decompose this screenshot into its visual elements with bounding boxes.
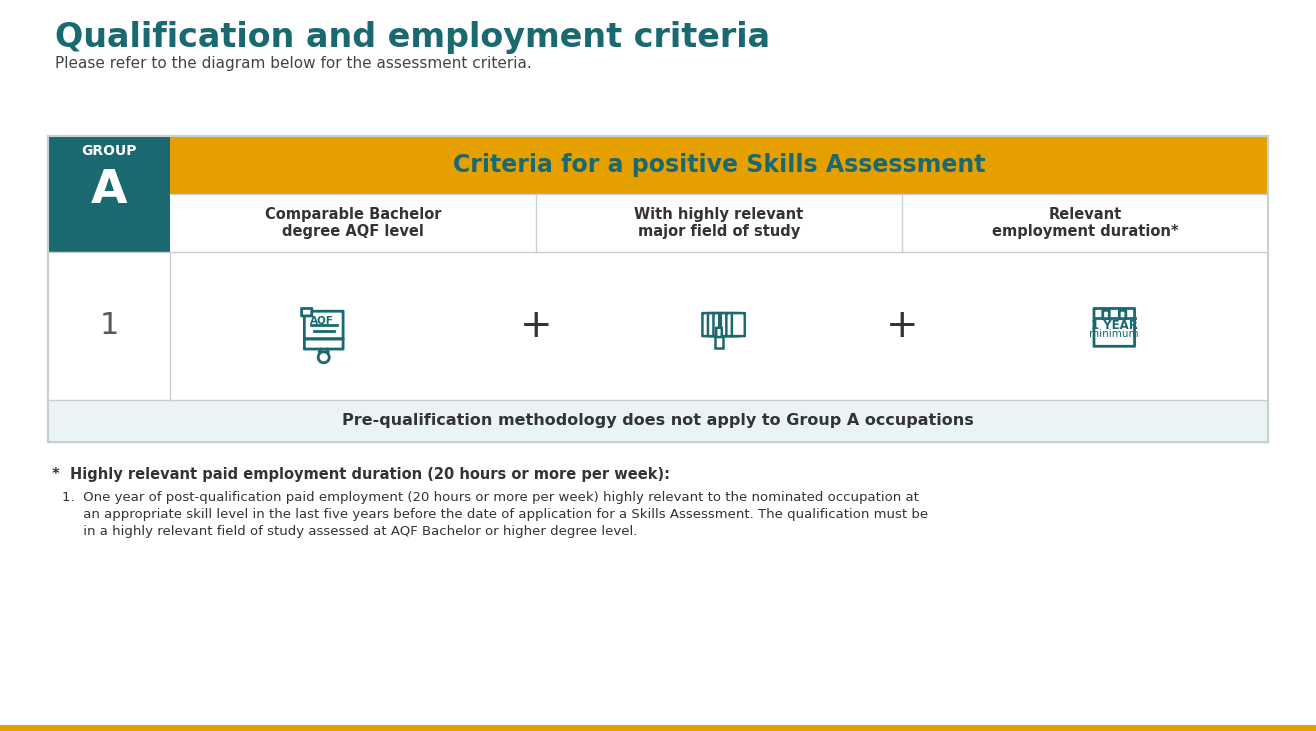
Text: A: A <box>91 168 128 213</box>
Text: Qualification and employment criteria: Qualification and employment criteria <box>55 21 770 54</box>
FancyBboxPatch shape <box>732 313 745 336</box>
Bar <box>170 136 1269 194</box>
Text: +: + <box>886 307 919 345</box>
FancyBboxPatch shape <box>708 313 721 336</box>
Text: With highly relevant
major field of study: With highly relevant major field of stud… <box>634 207 804 239</box>
Text: 1: 1 <box>99 311 118 341</box>
Bar <box>170 194 1269 252</box>
FancyBboxPatch shape <box>716 327 721 337</box>
Text: Please refer to the diagram below for the assessment criteria.: Please refer to the diagram below for th… <box>55 56 532 71</box>
FancyBboxPatch shape <box>703 313 716 336</box>
Bar <box>0 725 1316 731</box>
Bar <box>47 252 1269 400</box>
FancyBboxPatch shape <box>713 313 726 336</box>
Bar <box>47 400 1269 442</box>
Bar <box>47 136 170 252</box>
Text: 1 YEAR: 1 YEAR <box>1091 319 1138 332</box>
Text: Comparable Bachelor
degree AQF level: Comparable Bachelor degree AQF level <box>265 207 441 239</box>
FancyBboxPatch shape <box>1103 311 1109 319</box>
Text: GROUP: GROUP <box>82 144 137 158</box>
FancyBboxPatch shape <box>301 308 312 316</box>
Text: AQF: AQF <box>309 316 333 325</box>
Text: Pre-qualification methodology does not apply to Group A occupations: Pre-qualification methodology does not a… <box>342 414 974 428</box>
Bar <box>716 336 722 348</box>
Text: an appropriate skill level in the last five years before the date of application: an appropriate skill level in the last f… <box>62 508 928 521</box>
Text: minimum: minimum <box>1090 329 1140 339</box>
FancyBboxPatch shape <box>721 313 734 336</box>
Bar <box>47 136 1269 442</box>
Text: 1.  One year of post-qualification paid employment (20 hours or more per week) h: 1. One year of post-qualification paid e… <box>62 491 919 504</box>
FancyBboxPatch shape <box>726 313 740 336</box>
Text: *  Highly relevant paid employment duration (20 hours or more per week):: * Highly relevant paid employment durati… <box>53 467 670 482</box>
Text: Relevant
employment duration*: Relevant employment duration* <box>992 207 1178 239</box>
Text: +: + <box>520 307 553 345</box>
Text: in a highly relevant field of study assessed at AQF Bachelor or higher degree le: in a highly relevant field of study asse… <box>62 525 637 538</box>
Text: Criteria for a positive Skills Assessment: Criteria for a positive Skills Assessmen… <box>453 153 986 177</box>
FancyBboxPatch shape <box>1120 311 1125 319</box>
